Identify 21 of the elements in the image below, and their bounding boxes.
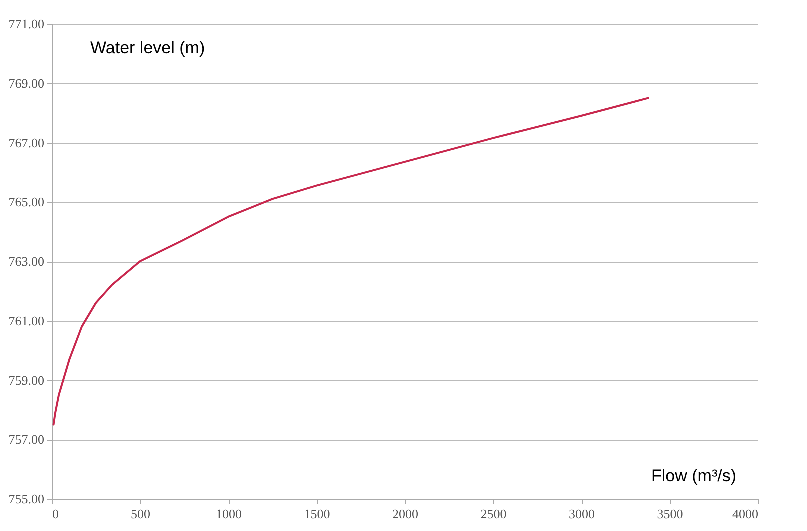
- x-tick-label: 2500: [480, 506, 507, 522]
- y-tick-label: 769.00: [8, 76, 44, 91]
- x-tick-label: 1500: [304, 506, 330, 522]
- x-tick-label: 500: [131, 506, 150, 522]
- y-tick-label: 759.00: [8, 372, 44, 388]
- y-axis-title: Water level (m): [90, 38, 206, 58]
- x-tick-label: 2000: [392, 506, 418, 522]
- y-tick-label: 765.00: [8, 194, 44, 210]
- line-series: [52, 97, 650, 426]
- x-tick-label: 1000: [216, 506, 242, 522]
- y-tick-label: 757.00: [8, 432, 44, 448]
- x-tick-label: 0: [52, 506, 59, 522]
- x-tick-label: 4000: [732, 506, 758, 522]
- x-tick-label: 3000: [569, 506, 595, 522]
- x-axis-title: Flow (m³/s): [652, 466, 736, 486]
- y-tick-label: 763.00: [8, 254, 44, 269]
- y-tick-label: 761.00: [8, 313, 44, 328]
- y-tick-label: 755.00: [8, 492, 44, 506]
- y-tick-label: 767.00: [8, 135, 44, 150]
- y-tick-label: 771.00: [8, 16, 44, 32]
- x-tick-label: 3500: [657, 506, 684, 522]
